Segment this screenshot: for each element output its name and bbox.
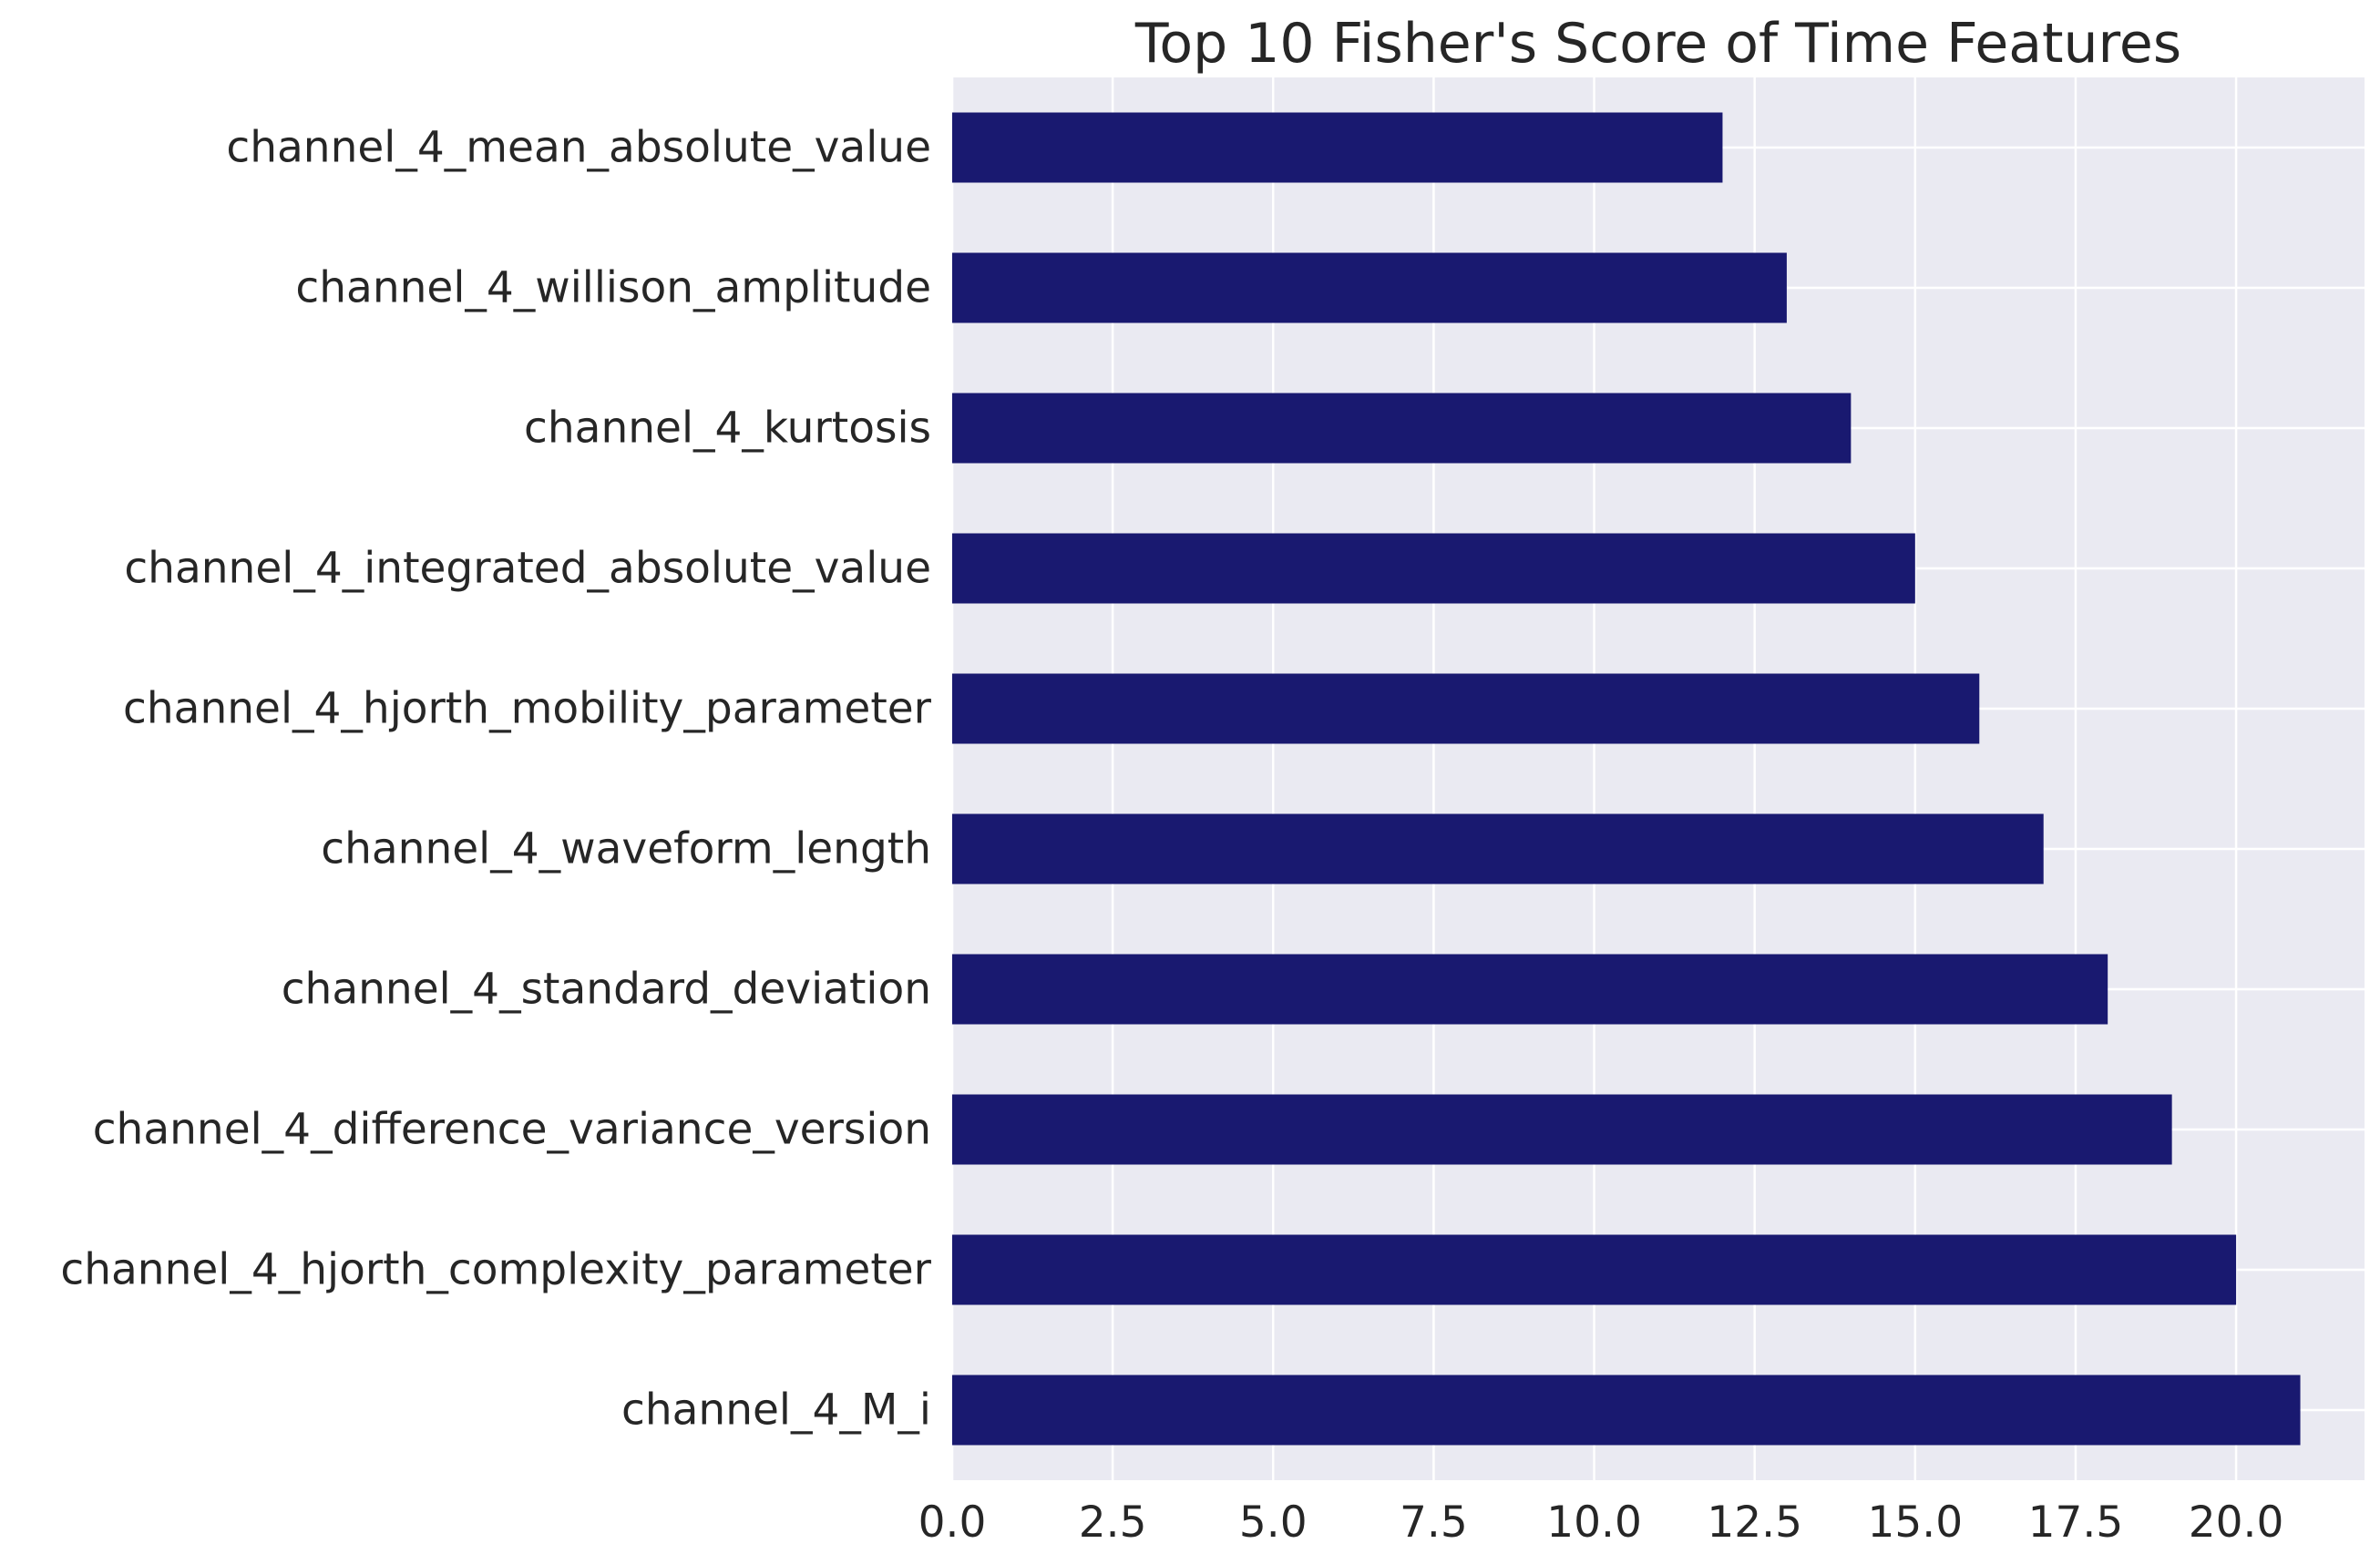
category-label: channel_4_waveform_length: [321, 824, 931, 874]
category-label: channel_4_integrated_absolute_value: [124, 544, 931, 594]
bar-channel_4_difference_variance_version: [952, 1094, 2172, 1165]
bar-channel_4_willison_amplitude: [952, 252, 1787, 323]
category-label: channel_4_willison_amplitude: [295, 263, 931, 313]
category-label: channel_4_hjorth_mobility_parameter: [123, 684, 932, 734]
category-label: channel_4_mean_absolute_value: [226, 123, 931, 173]
category-label: channel_4_M_i: [621, 1385, 931, 1436]
x-tick-label: 20.0: [2189, 1498, 2284, 1548]
chart-title: Top 10 Fisher's Score of Time Features: [1134, 12, 2181, 76]
category-label: channel_4_hjorth_complexity_parameter: [60, 1245, 931, 1295]
bar-channel_4_mean_absolute_value: [952, 112, 1723, 183]
x-tick-label: 10.0: [1546, 1498, 1642, 1548]
x-tick-label: 17.5: [2028, 1498, 2124, 1548]
bar-channel_4_waveform_length: [952, 813, 2044, 884]
category-label: channel_4_difference_variance_version: [93, 1105, 931, 1155]
x-tick-label: 15.0: [1867, 1498, 1963, 1548]
category-labels: channel_4_mean_absolute_value channel_4_w…: [60, 123, 931, 1436]
x-tick-label: 5.0: [1239, 1498, 1308, 1548]
category-label: channel_4_standard_deviation: [282, 965, 931, 1015]
bar-channel_4_hjorth_mobility_parameter: [952, 673, 1980, 744]
bar-channel_4_M_i: [952, 1375, 2301, 1446]
category-label: channel_4_kurtosis: [524, 404, 931, 454]
x-tick-labels: 0.0 2.5 5.0 7.5 10.0 12.5 15.0 17.5 20.0: [918, 1498, 2284, 1548]
bar-channel_4_integrated_absolute_value: [952, 533, 1915, 604]
bar-channel_4_hjorth_complexity_parameter: [952, 1234, 2237, 1305]
x-tick-label: 7.5: [1400, 1498, 1468, 1548]
bars: [952, 112, 2301, 1446]
bar-channel_4_kurtosis: [952, 393, 1852, 464]
x-tick-label: 0.0: [918, 1498, 987, 1548]
x-tick-label: 12.5: [1707, 1498, 1802, 1548]
x-tick-label: 2.5: [1079, 1498, 1147, 1548]
bar-channel_4_standard_deviation: [952, 954, 2108, 1025]
